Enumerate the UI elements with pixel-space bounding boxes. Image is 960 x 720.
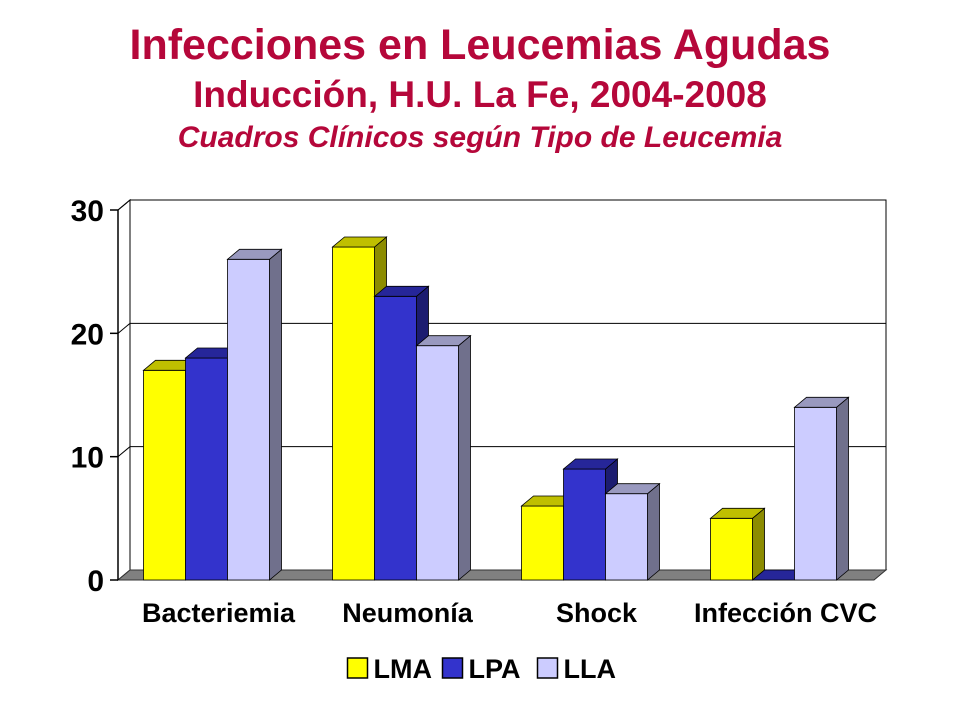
- bar-top: [709, 507, 766, 519]
- bar-side: [647, 482, 660, 581]
- bar-top: [604, 483, 661, 495]
- x-category-label: Neumonía: [342, 598, 474, 628]
- bar-lma-4: [709, 507, 766, 581]
- bar-front: [143, 369, 186, 581]
- legend-swatch-lpa: [441, 657, 464, 679]
- bar-side: [836, 396, 849, 581]
- bar-lla-3: [604, 482, 661, 581]
- legend-swatch-lma: [346, 657, 369, 679]
- bar-lla-2: [415, 334, 472, 581]
- chart-subtitle: Inducción, H.U. La Fe, 2004-2008: [193, 74, 767, 115]
- bar-top: [226, 248, 283, 260]
- y-tick-label: 10: [71, 442, 104, 475]
- x-category-label: Infección CVC: [694, 598, 877, 628]
- bar-side: [458, 334, 471, 581]
- bar-front: [374, 295, 417, 581]
- chart-titles: Infecciones en Leucemias Agudas Inducció…: [0, 18, 960, 158]
- legend-label-lla: LLA: [564, 654, 616, 684]
- bar-top: [373, 285, 430, 297]
- bar-top: [562, 458, 619, 470]
- y-axis: 0 10 20 30: [71, 195, 119, 598]
- gridline-depth: [117, 199, 131, 211]
- legend-label-lpa: LPA: [469, 654, 521, 684]
- y-tick-label: 0: [87, 565, 104, 598]
- legend-swatch-lla: [536, 657, 559, 679]
- bar-front: [605, 493, 648, 581]
- y-tick-label: 30: [71, 195, 104, 228]
- bar-front: [416, 345, 459, 581]
- bar-front: [710, 517, 753, 581]
- chart-subtitle-2: Cuadros Clínicos según Tipo de Leucemia: [177, 121, 783, 154]
- bar-lla-1: [226, 248, 283, 581]
- bar-front: [794, 406, 837, 581]
- bar-front: [563, 468, 606, 581]
- chart-title: Infecciones en Leucemias Agudas: [129, 21, 831, 69]
- bar-side: [752, 507, 765, 581]
- bar-top: [415, 335, 472, 347]
- y-tick-label: 20: [71, 318, 104, 351]
- legend: LMA LPA LLA: [346, 654, 616, 684]
- gridline-depth: [117, 446, 131, 458]
- bar-front: [332, 246, 375, 581]
- gridline-depth: [117, 322, 131, 334]
- bar-top: [793, 396, 850, 408]
- bar-front: [227, 258, 270, 581]
- legend-label-lma: LMA: [374, 654, 432, 684]
- x-category-label: Bacteriemia: [142, 598, 296, 628]
- plot-left-wall: [117, 198, 131, 582]
- bars: [142, 236, 850, 581]
- bar-top: [331, 236, 388, 248]
- bar-side: [269, 248, 282, 581]
- bar-front: [185, 357, 228, 581]
- x-category-label: Shock: [556, 598, 638, 628]
- bar-lla-4: [793, 396, 850, 581]
- bar-front: [521, 505, 564, 581]
